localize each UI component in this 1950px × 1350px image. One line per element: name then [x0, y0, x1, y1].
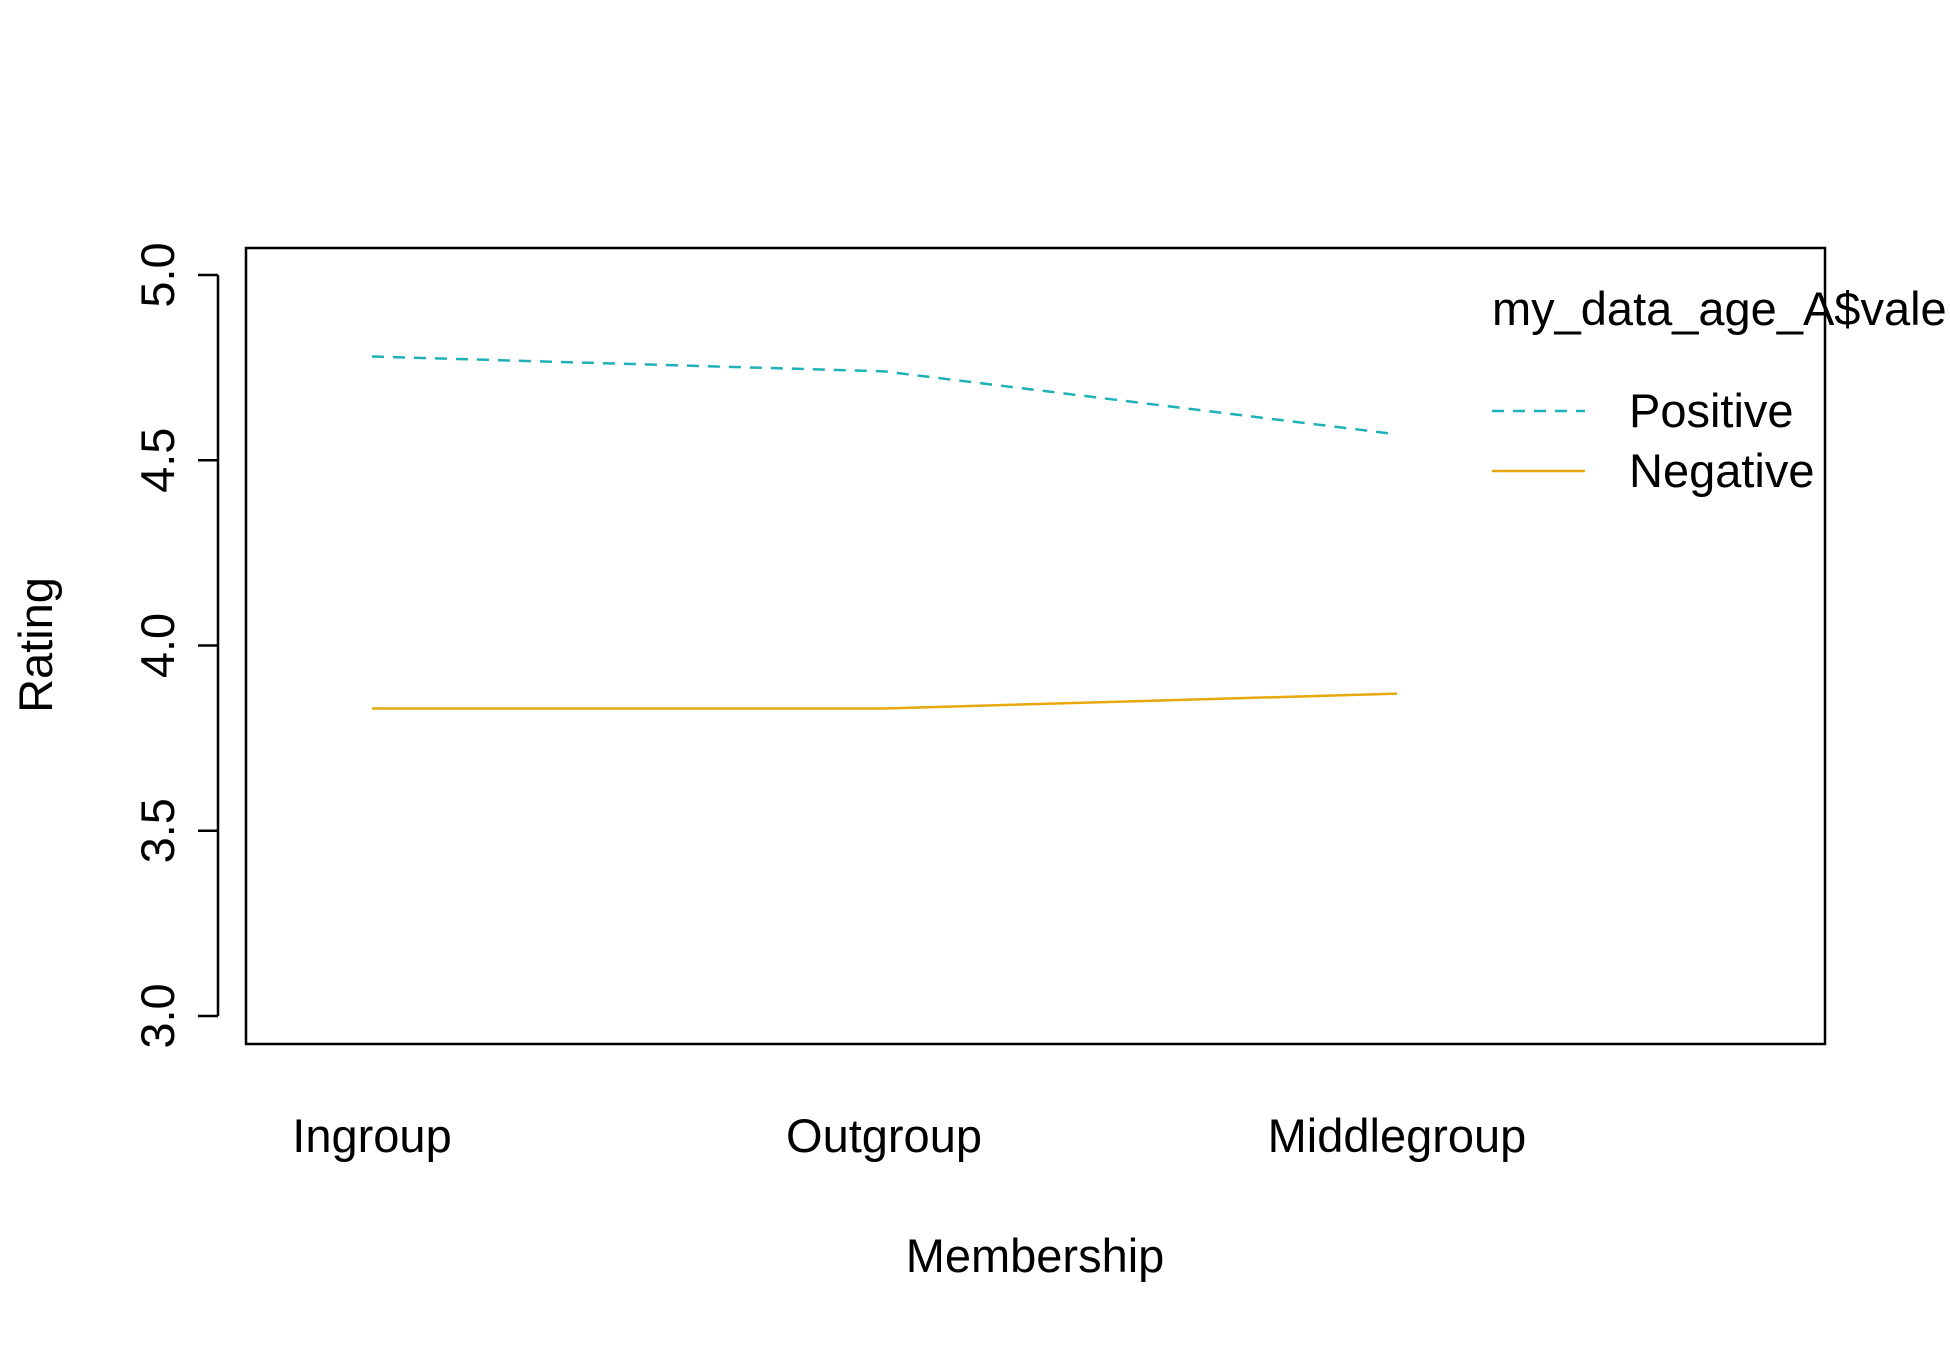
y-tick-label: 4.5	[131, 428, 184, 493]
plot-frame	[244, 246, 1827, 1046]
y-tick-label: 3.5	[131, 798, 184, 863]
legend-title: my_data_age_A$vale	[1492, 282, 1947, 335]
y-tick-label: 4.0	[131, 613, 184, 678]
legend: my_data_age_A$vale Positive Negative	[1492, 282, 1947, 497]
x-tick-label: Outgroup	[786, 1109, 982, 1162]
y-tick-label: 3.0	[131, 983, 184, 1048]
y-tick-label: 5.0	[131, 242, 184, 307]
series-layer	[371, 355, 1398, 710]
x-axis-label: Membership	[906, 1229, 1165, 1282]
x-tick-label-group: Ingroup Outgroup Middlegroup	[292, 1109, 1526, 1162]
series-line-positive	[371, 355, 1398, 436]
legend-label-negative: Negative	[1629, 444, 1815, 497]
legend-entries: Positive Negative	[1492, 384, 1815, 497]
x-tick-label: Ingroup	[292, 1109, 451, 1162]
x-tick-label: Middlegroup	[1268, 1109, 1527, 1162]
series-line-negative	[372, 692, 1398, 710]
y-axis-label: Rating	[9, 577, 62, 713]
legend-label-positive: Positive	[1629, 384, 1794, 437]
y-axis: 3.0 3.5 4.0 4.5 5.0	[131, 242, 220, 1049]
y-tick-group: 3.0 3.5 4.0 4.5 5.0	[131, 242, 218, 1049]
